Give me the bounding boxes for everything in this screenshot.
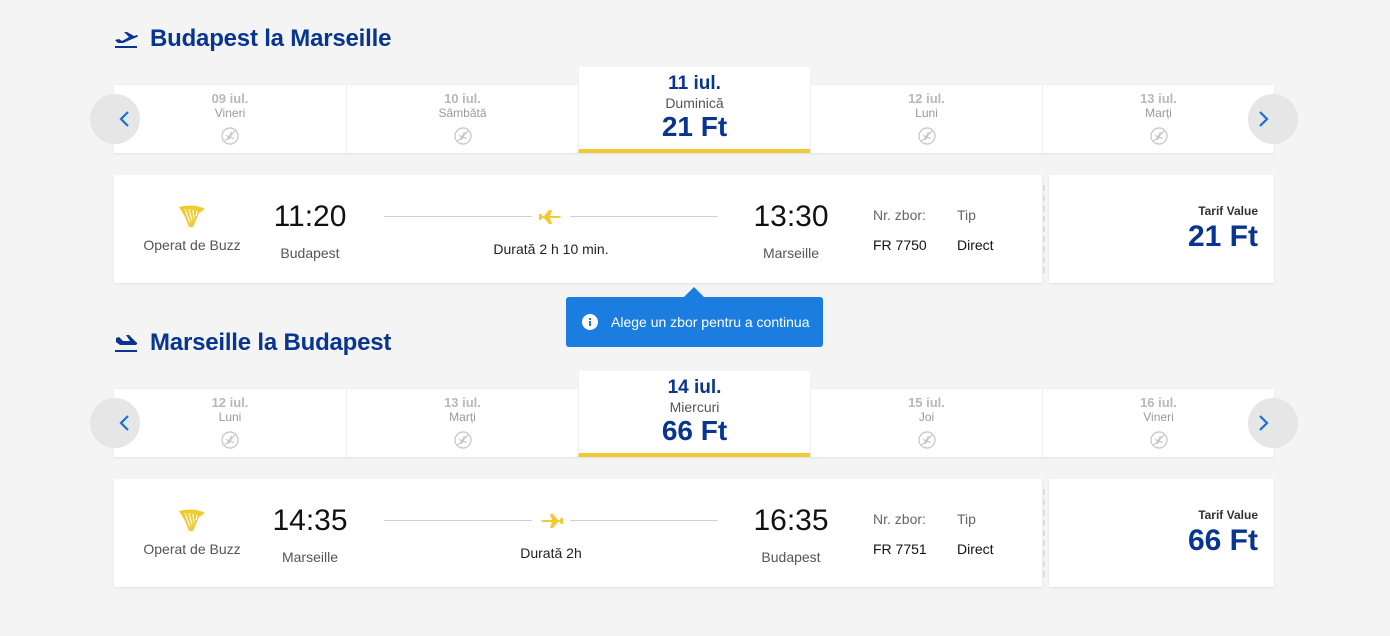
info-icon <box>582 314 598 330</box>
outbound-date-10[interactable]: 10 iul. Sâmbătă <box>346 85 578 153</box>
no-flights-icon <box>453 127 472 145</box>
chevron-right-icon <box>1259 111 1269 127</box>
no-flights-icon <box>221 127 239 145</box>
outbound-header: Budapest la Marseille <box>114 24 391 54</box>
inbound-title: Marseille la Budapest <box>150 329 392 356</box>
no-flights-icon <box>917 431 936 449</box>
no-flights-icon <box>1149 127 1168 145</box>
outbound-date-09[interactable]: 09 iul. Vineri <box>114 85 346 153</box>
plane-takeoff-icon <box>115 32 138 48</box>
inbound-header: Marseille la Budapest <box>114 328 391 358</box>
inbound-date-14-selected[interactable]: 14 iul. Miercuri 66 Ft <box>578 371 810 457</box>
no-flights-icon <box>221 431 239 449</box>
inbound-date-13[interactable]: 13 iul. Marți <box>346 389 578 457</box>
outbound-title: Budapest la Marseille <box>150 25 392 52</box>
arrival: 13:30 Marseille <box>753 200 829 262</box>
flight-duration: Durată 2 h 10 min. <box>493 241 609 257</box>
card-divider <box>1042 479 1049 587</box>
inbound-flight-card[interactable]: Operat de Buzz 14:35 Marseille Durată 2h… <box>114 479 1042 587</box>
inbound-date-12[interactable]: 12 iul. Luni <box>114 389 346 457</box>
outbound-fare-button[interactable]: Tarif Value 21 Ft <box>1049 175 1274 283</box>
fare-price: 21 Ft <box>1187 220 1258 253</box>
operator: Operat de Buzz <box>114 203 270 253</box>
no-flights-icon <box>1149 431 1168 449</box>
inbound-next-dates-button[interactable] <box>1248 398 1298 448</box>
harp-logo-icon <box>179 509 205 531</box>
flight-duration: Durată 2h <box>520 545 582 561</box>
chevron-left-icon <box>119 415 129 431</box>
flight-type: Tip Direct <box>957 511 994 557</box>
card-divider <box>1042 175 1049 283</box>
inbound-fare-button[interactable]: Tarif Value 66 Ft <box>1049 479 1274 587</box>
choose-flight-toast: Alege un zbor pentru a continua <box>566 287 823 347</box>
departure: 14:35 Marseille <box>272 504 348 566</box>
flight-type: Tip Direct <box>957 207 994 253</box>
flight-number: Nr. zbor: FR 7750 <box>873 207 927 253</box>
toast-message: Alege un zbor pentru a continua <box>611 314 810 330</box>
plane-icon <box>541 514 563 528</box>
no-flights-icon <box>453 431 472 449</box>
chevron-left-icon <box>119 111 129 127</box>
flight-number: Nr. zbor: FR 7751 <box>873 511 927 557</box>
route-line <box>384 511 718 531</box>
inbound-date-strip: 12 iul. Luni 13 iul. Marți 14 iul. Mierc… <box>90 371 1298 457</box>
fare-price: 66 Ft <box>1187 524 1258 557</box>
no-flights-icon <box>917 127 936 145</box>
route-line <box>384 207 718 227</box>
chevron-right-icon <box>1259 415 1269 431</box>
inbound-date-price: 66 Ft <box>661 415 728 446</box>
inbound-date-15[interactable]: 15 iul. Joi <box>810 389 1042 457</box>
inbound-date-16[interactable]: 16 iul. Vineri <box>1042 389 1274 457</box>
outbound-date-strip: 09 iul. Vineri 10 iul. Sâmbătă 11 iul. D… <box>90 67 1298 153</box>
plane-icon <box>539 210 561 224</box>
outbound-flight-card[interactable]: Operat de Buzz 11:20 Budapest Durată 2 h… <box>114 175 1042 283</box>
plane-landing-icon <box>115 335 138 352</box>
outbound-prev-dates-button[interactable] <box>90 94 140 144</box>
inbound-prev-dates-button[interactable] <box>90 398 140 448</box>
harp-logo-icon <box>179 205 205 227</box>
arrival: 16:35 Budapest <box>753 504 829 566</box>
outbound-date-13[interactable]: 13 iul. Marți <box>1042 85 1274 153</box>
outbound-date-12[interactable]: 12 iul. Luni <box>810 85 1042 153</box>
outbound-date-11-selected[interactable]: 11 iul. Duminică 21 Ft <box>578 67 810 153</box>
operator: Operat de Buzz <box>114 507 270 557</box>
outbound-date-price: 21 Ft <box>661 111 728 142</box>
outbound-next-dates-button[interactable] <box>1248 94 1298 144</box>
departure: 11:20 Budapest <box>273 200 347 262</box>
